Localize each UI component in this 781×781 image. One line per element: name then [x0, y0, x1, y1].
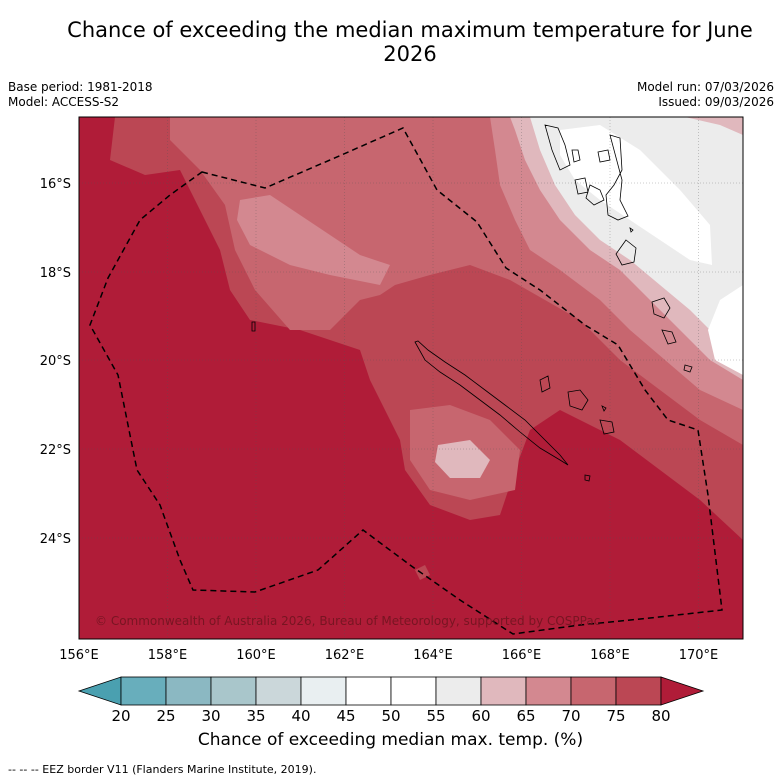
colorbar-title: Chance of exceeding median max. temp. (%… — [197, 730, 584, 750]
colorbar-tick-label: 60 — [471, 707, 490, 725]
colorbar-bin — [570, 676, 617, 706]
colorbar-tick-label: 25 — [156, 707, 175, 725]
colorbar — [77, 676, 705, 706]
fill-70-75-patch — [415, 565, 430, 580]
lon-tick: 170°E — [679, 648, 719, 663]
lat-tick: 20°S — [40, 354, 71, 369]
model-run: Model run: 07/03/2026 — [636, 80, 774, 94]
colorbar-bin — [525, 676, 572, 706]
colorbar-bin — [615, 676, 662, 706]
fill-60-65-west — [237, 195, 390, 285]
map-frame — [78, 116, 744, 640]
fill-45-50-north — [560, 125, 712, 265]
lon-tick: 166°E — [502, 648, 542, 663]
lat-axis: 16°S 18°S 20°S 22°S 24°S — [40, 177, 71, 547]
lon-tick: 168°E — [590, 648, 630, 663]
issued-date: Issued: 09/03/2026 — [658, 95, 774, 109]
base-period: Base period: 1981-2018 — [8, 80, 153, 94]
colorbar-bin — [480, 676, 527, 706]
fill-60-65-south — [435, 440, 490, 478]
colorbar-bin — [300, 676, 347, 706]
other-islands-coast — [251, 297, 693, 482]
grid-lines — [79, 117, 743, 639]
colorbar-bin — [165, 676, 212, 706]
colorbar-tick-label: 30 — [201, 707, 220, 725]
lat-tick: 22°S — [40, 443, 71, 458]
colorbar-labels: 20 25 30 35 40 45 50 55 60 65 70 75 80 — [111, 707, 670, 725]
colorbar-tick-label: 65 — [516, 707, 535, 725]
lat-tick: 18°S — [40, 266, 71, 281]
vanuatu-coast — [544, 124, 637, 266]
colorbar-bin — [390, 676, 437, 706]
colorbar-tick-label: 20 — [111, 707, 130, 725]
colorbar-tick-label: 75 — [606, 707, 625, 725]
meta-right: Model run: 07/03/2026 Issued: 09/03/2026 — [637, 80, 774, 110]
colorbar-tick-label: 45 — [336, 707, 355, 725]
lon-tick: 164°E — [413, 648, 453, 663]
colorbar-tick-label: 35 — [246, 707, 265, 725]
colorbar-tick-label: 50 — [381, 707, 400, 725]
colorbar-tick-label: 55 — [426, 707, 445, 725]
colorbar-extend-high — [660, 676, 705, 706]
eez-legend-note: -- -- -- EEZ border V11 (Flanders Marine… — [8, 763, 317, 776]
coastlines — [251, 124, 693, 482]
lon-tick: 160°E — [236, 648, 276, 663]
page-title: Chance of exceeding the median maximum t… — [67, 18, 753, 66]
colorbar-bin — [435, 676, 482, 706]
colorbar-tick-label: 80 — [651, 707, 670, 725]
copyright-text: © Commonwealth of Australia 2026, Bureau… — [95, 614, 601, 628]
fill-45-50-east — [708, 285, 743, 375]
lon-tick: 158°E — [148, 648, 188, 663]
lon-tick: 162°E — [325, 648, 365, 663]
lat-tick: 16°S — [40, 177, 71, 192]
colorbar-bin — [255, 676, 302, 706]
lon-axis: 156°E 158°E 160°E 162°E 164°E 166°E 168°… — [59, 648, 718, 663]
colorbar-extend-low — [77, 676, 122, 706]
meta-left: Base period: 1981-2018 Model: ACCESS-S2 — [8, 80, 153, 110]
loyalty-islands-coast — [539, 375, 615, 435]
new-caledonia-coast — [414, 340, 569, 466]
colorbar-bin — [345, 676, 392, 706]
colorbar-tick-label: 70 — [561, 707, 580, 725]
model-name: Model: ACCESS-S2 — [8, 95, 120, 109]
eez-border — [89, 127, 723, 635]
lat-tick: 24°S — [40, 532, 71, 547]
colorbar-bin — [120, 676, 167, 706]
lon-tick: 156°E — [59, 648, 99, 663]
colorbar-tick-label: 40 — [291, 707, 310, 725]
colorbar-bin — [210, 676, 257, 706]
map-area[interactable] — [79, 117, 743, 639]
